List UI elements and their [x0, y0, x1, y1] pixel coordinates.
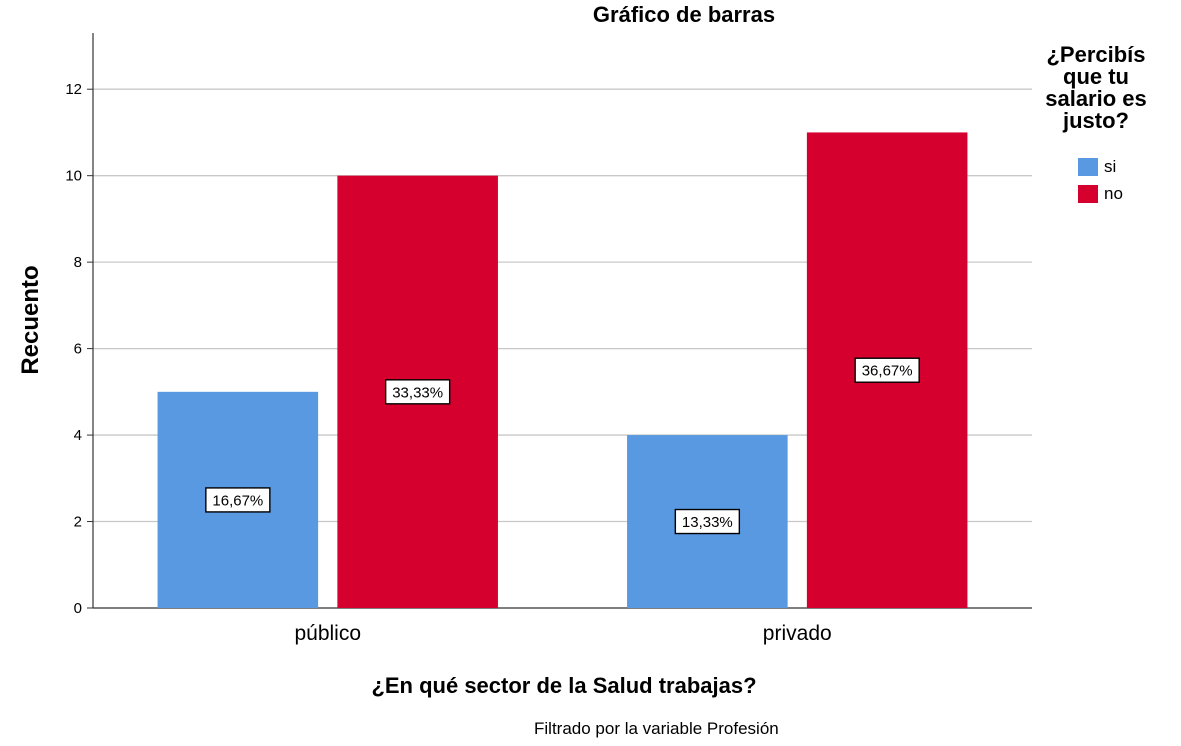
- data-label: 16,67%: [212, 492, 263, 509]
- y-tick-label: 6: [74, 341, 82, 358]
- data-label: 36,67%: [862, 363, 913, 380]
- chart-title: Gráfico de barras: [593, 2, 775, 27]
- legend-item-no: no: [1078, 184, 1123, 204]
- x-tick-labels: público privado: [294, 622, 831, 645]
- legend-swatch-si: [1078, 158, 1098, 176]
- data-label: 13,33%: [682, 514, 733, 531]
- legend-title: ¿Percibís que tu salario es justo?: [1045, 42, 1147, 133]
- data-labels: 16,67% 33,33% 13,33% 36,67%: [205, 357, 920, 535]
- y-axis-label: Recuento: [17, 265, 44, 374]
- y-axis: 0 2 4 6 8 10 12: [65, 33, 94, 617]
- legend-item-si: si: [1078, 157, 1116, 177]
- x-axis-label: ¿En qué sector de la Salud trabajas?: [371, 673, 756, 698]
- bars: [157, 132, 968, 608]
- data-label-box: [384, 379, 451, 405]
- data-label: 33,33%: [392, 384, 443, 401]
- y-tick-label: 8: [74, 254, 82, 271]
- legend-label-si: si: [1104, 157, 1117, 176]
- chart-footnote: Filtrado por la variable Profesión: [534, 719, 779, 738]
- data-label-box: [205, 487, 271, 513]
- data-label-box: [854, 357, 920, 383]
- y-tick-label: 0: [74, 600, 82, 617]
- x-tick-label: público: [294, 622, 361, 645]
- y-tick-label: 10: [65, 168, 82, 185]
- y-tick-label: 12: [65, 81, 82, 98]
- x-tick-label: privado: [763, 622, 832, 645]
- y-tick-label: 4: [74, 427, 82, 444]
- legend-swatch-no: [1078, 185, 1098, 203]
- legend-label-no: no: [1104, 184, 1123, 203]
- y-tick-label: 2: [74, 514, 82, 531]
- data-label-box: [674, 508, 741, 535]
